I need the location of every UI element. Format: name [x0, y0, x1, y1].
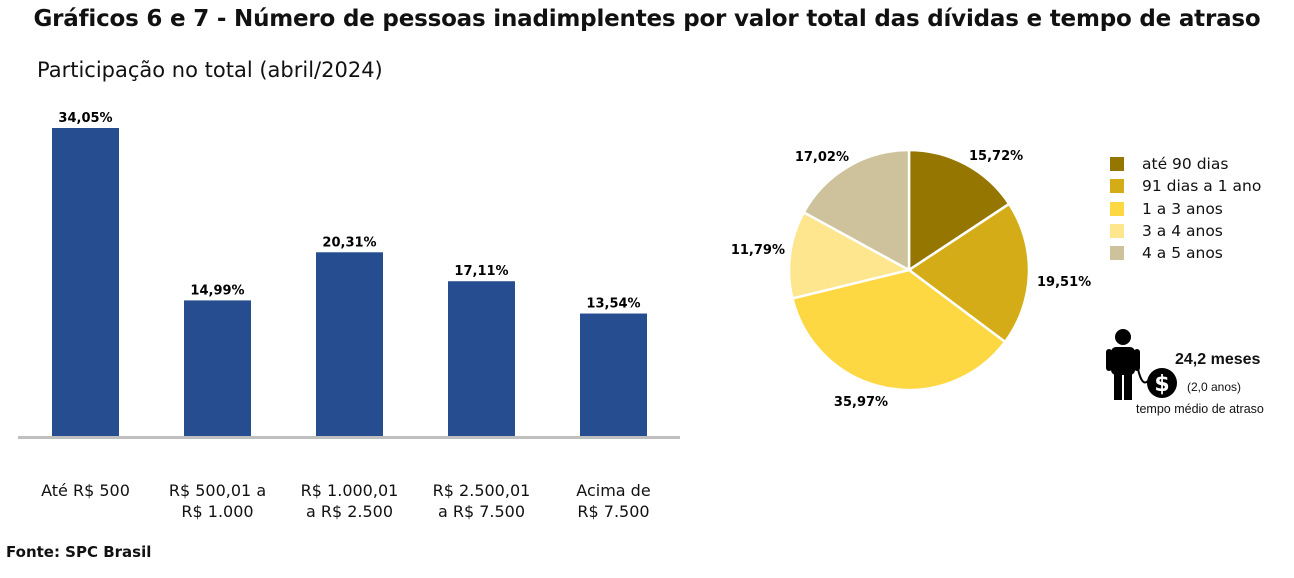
legend-swatch — [1110, 179, 1124, 194]
chart-subtitle: Participação no total (abril/2024) — [37, 58, 383, 82]
pie-value-label: 17,02% — [795, 150, 849, 165]
legend-item: 91 dias a 1 ano — [1110, 175, 1261, 197]
person-with-money-bag-icon: $ — [1106, 329, 1177, 400]
pie-slice-4 — [802, 148, 911, 273]
pie-slice-1 — [906, 202, 1031, 344]
bar-chart: 34,05% Até R$ 500 14,99% R$ 500,01 a R$ 1.00… — [18, 111, 680, 521]
bar-value-label: 13,54% — [586, 297, 640, 312]
bar-value-label: 14,99% — [190, 283, 244, 298]
legend-swatch — [1110, 246, 1124, 261]
legend-item: 3 a 4 anos — [1110, 220, 1261, 242]
category-label: R$ 500,01 a — [169, 481, 266, 500]
legend-item: 1 a 3 anos — [1110, 198, 1261, 220]
pie-legend: até 90 dias 91 dias a 1 ano 1 a 3 anos 3 a … — [1110, 153, 1261, 264]
average-delay-years: (2,0 anos) — [1187, 380, 1242, 394]
category-label: a R$ 2.500 — [306, 502, 393, 521]
bar-value-label: 34,05% — [58, 111, 112, 126]
svg-text:$: $ — [1154, 372, 1169, 397]
category-label: Até R$ 500 — [41, 481, 130, 500]
legend-label: 1 a 3 anos — [1142, 199, 1223, 218]
average-delay-caption: tempo médio de atraso — [1136, 402, 1264, 416]
pie-value-label: 15,72% — [969, 149, 1023, 164]
legend-swatch — [1110, 201, 1124, 216]
category-label: Acima de — [576, 481, 650, 500]
legend-swatch — [1110, 157, 1124, 172]
bar-value-label: 20,31% — [322, 235, 376, 250]
pie-chart: 15,72% 19,51% 35,97% 11,79% 17,02% — [731, 148, 1091, 410]
pie-value-label: 11,79% — [731, 243, 785, 258]
pie-slice-3 — [787, 210, 913, 300]
category-label: R$ 1.000,01 — [301, 481, 399, 500]
average-delay-value: 24,2 meses — [1175, 351, 1261, 368]
pie-slice-2 — [790, 268, 1007, 392]
bar-2 — [316, 252, 383, 436]
legend-item: até 90 dias — [1110, 153, 1261, 175]
source-note: Fonte: SPC Brasil — [6, 543, 152, 561]
bar-1 — [184, 300, 251, 436]
bar-3 — [448, 281, 515, 436]
legend-label: 4 a 5 anos — [1142, 244, 1223, 263]
legend-label: 3 a 4 anos — [1142, 222, 1223, 241]
legend-item: 4 a 5 anos — [1110, 242, 1261, 264]
pie-value-label: 19,51% — [1037, 275, 1091, 290]
bar-0 — [52, 128, 119, 436]
bar-value-label: 17,11% — [454, 264, 508, 279]
category-label: R$ 1.000 — [181, 502, 253, 521]
pie-slice-0 — [907, 148, 1011, 273]
legend-label: 91 dias a 1 ano — [1142, 177, 1262, 196]
legend-swatch — [1110, 224, 1124, 239]
category-label: R$ 2.500,01 — [433, 481, 531, 500]
legend-label: até 90 dias — [1142, 155, 1229, 174]
pie-value-label: 35,97% — [834, 395, 888, 410]
category-label: a R$ 7.500 — [438, 502, 525, 521]
category-label: R$ 7.500 — [577, 502, 649, 521]
chart-title: Gráficos 6 e 7 - Número de pessoas inadi… — [33, 6, 1261, 32]
bar-4 — [580, 313, 647, 436]
